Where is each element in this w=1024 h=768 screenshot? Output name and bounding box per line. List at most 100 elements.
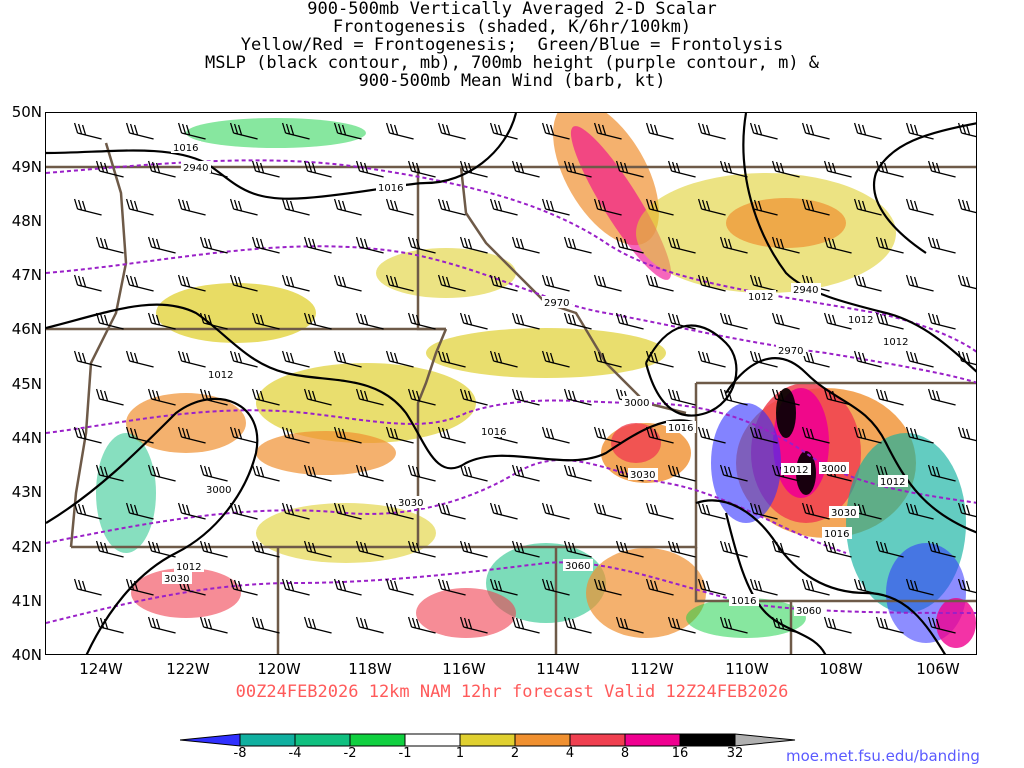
wind-barb-flag	[513, 237, 516, 247]
wind-barb-flag	[751, 579, 754, 589]
wind-barb-flag	[655, 277, 658, 287]
wind-barb-flag	[79, 352, 82, 362]
height-label: 2970	[776, 344, 806, 357]
wind-barb-flag	[929, 237, 932, 247]
wind-barb-flag	[283, 351, 286, 361]
wind-barb-flag	[235, 352, 238, 362]
mslp-label: 1012	[881, 335, 911, 348]
lon-label-116w: 116W	[439, 660, 489, 678]
wind-barb-flag	[209, 239, 212, 249]
wind-barb-flag	[725, 314, 728, 324]
svg-text:1012: 1012	[208, 370, 233, 381]
wind-barb-flag	[751, 351, 754, 361]
wind-barb-flag	[75, 351, 78, 361]
lat-label-45n: 45N	[2, 375, 42, 393]
wind-barb-flag	[881, 618, 884, 628]
svg-text:2970: 2970	[778, 346, 803, 357]
wind-barb-flag	[551, 277, 554, 287]
wind-barb-flag	[127, 351, 130, 361]
wind-barb-flag	[101, 314, 104, 324]
wind-barb-flag	[305, 617, 308, 627]
wind-barb-flag	[387, 579, 390, 589]
wind-barb-flag	[287, 276, 290, 286]
svg-text:2970: 2970	[544, 298, 569, 309]
svg-text:1012: 1012	[880, 477, 905, 488]
wind-barb-flag	[75, 199, 78, 209]
svg-text:1016: 1016	[731, 596, 756, 607]
wind-barb-flag	[833, 315, 836, 325]
wind-barb-flag	[703, 428, 706, 438]
wind-barb-flag	[127, 579, 130, 589]
wind-barb-flag	[499, 125, 502, 135]
wind-barb-flag	[915, 201, 918, 211]
wind-barb-flag	[673, 390, 676, 400]
colorbar-tick-label: 1	[456, 746, 464, 761]
wind-barb-flag	[703, 504, 706, 514]
svg-text:1012: 1012	[783, 465, 808, 476]
wind-barb-flag	[707, 429, 710, 439]
wind-barb-flag	[127, 123, 130, 133]
wind-barb-flag	[391, 200, 394, 210]
wind-barb-flag	[261, 467, 264, 477]
lat-label-43n: 43N	[2, 483, 42, 501]
wind-barb-flag	[547, 428, 550, 438]
wind-barb-flag	[677, 391, 680, 401]
wind-barb-flag	[521, 391, 524, 401]
wind-barb-flag	[933, 390, 936, 400]
wind-barb-flag	[339, 580, 342, 590]
svg-text:1016: 1016	[378, 183, 403, 194]
wind-barb-flag	[569, 314, 572, 324]
wind-barb-flag	[361, 314, 364, 324]
wind-barb-flag	[677, 315, 680, 325]
wind-barb-flag	[565, 389, 568, 399]
height-label: 3030	[396, 496, 426, 509]
colorbar-tick-label: -1	[399, 746, 412, 761]
wind-barb-flag	[855, 351, 858, 361]
wind-barb-flag	[443, 580, 446, 590]
wind-barb-flag	[959, 427, 962, 437]
wind-barb-flag	[543, 275, 546, 285]
wind-barb-flag	[543, 199, 546, 209]
wind-barb-flag	[863, 277, 866, 287]
wind-barb-flag	[469, 239, 472, 249]
lat-label-46n: 46N	[2, 320, 42, 338]
lat-label-44n: 44N	[2, 429, 42, 447]
wind-barb-flag	[205, 238, 208, 248]
wind-barb-flag	[907, 351, 910, 361]
lon-label-106w: 106W	[913, 660, 963, 678]
wind-barb-flag	[157, 619, 160, 629]
wind-barb-flag	[127, 199, 130, 209]
wind-barb-flag	[439, 503, 442, 513]
wind-barb-flag	[131, 124, 134, 134]
wind-barb-flag	[937, 391, 940, 401]
svg-text:3060: 3060	[565, 561, 590, 572]
wind-barb-flag	[807, 352, 810, 362]
wind-barb-flag	[855, 579, 858, 589]
colorbar-tick-label: 8	[621, 746, 629, 761]
svg-text:3030: 3030	[164, 574, 189, 585]
height-label: 3030	[628, 468, 658, 481]
wind-barb-flag	[179, 503, 182, 513]
wind-barb-flag	[829, 314, 832, 324]
mslp-label: 1012	[206, 368, 236, 381]
wind-barb-flag	[833, 619, 836, 629]
wind-barb-flag	[239, 353, 242, 363]
wind-barb-flag	[517, 238, 520, 248]
wind-barb-flag	[97, 617, 100, 627]
wind-barb-flag	[755, 124, 758, 134]
lat-label-49n: 49N	[2, 158, 42, 176]
lon-label-112w: 112W	[627, 660, 677, 678]
lon-label-110w: 110W	[722, 660, 772, 678]
wind-barb-flag	[361, 238, 364, 248]
height-label: 3000	[204, 483, 234, 496]
wind-barb-flag	[395, 353, 398, 363]
wind-barb-flag	[707, 353, 710, 363]
wind-barb-flag	[499, 505, 502, 515]
wind-barb-flag	[517, 618, 520, 628]
wind-barb-flag	[725, 542, 728, 552]
wind-barb-flag	[257, 466, 260, 476]
credit-link[interactable]: moe.met.fsu.edu/banding	[786, 747, 980, 765]
wind-barb-flag	[521, 619, 524, 629]
wind-barb-flag	[239, 201, 242, 211]
wind-barb-flag	[201, 617, 204, 627]
